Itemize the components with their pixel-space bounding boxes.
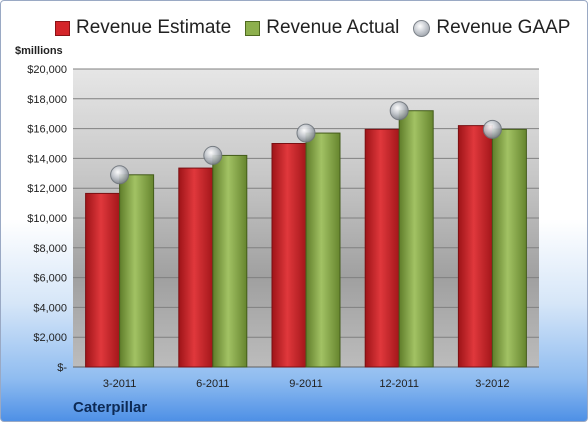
y-tick-label: $2,000 — [33, 332, 67, 344]
bar-revenue-estimate — [178, 167, 214, 368]
bar-revenue-estimate — [271, 143, 307, 368]
bar-revenue-actual — [119, 174, 155, 368]
company-name: Caterpillar — [73, 399, 148, 416]
legend: Revenue Estimate Revenue Actual Revenue … — [55, 17, 584, 39]
y-axis-label: $millions — [15, 45, 63, 57]
bar-revenue-actual — [212, 154, 248, 368]
legend-label-estimate: Revenue Estimate — [76, 17, 232, 38]
legend-label-gaap: Revenue GAAP — [436, 17, 571, 38]
legend-item-estimate: Revenue Estimate — [55, 17, 231, 39]
y-tick-label: $18,000 — [27, 94, 67, 106]
marker-revenue-gaap — [482, 119, 502, 139]
legend-swatch-estimate — [55, 20, 70, 36]
y-tick-label: $20,000 — [27, 64, 67, 76]
legend-label-actual: Revenue Actual — [266, 17, 400, 38]
y-tick-label: $- — [57, 362, 67, 374]
bar-revenue-actual — [305, 132, 341, 368]
y-tick-label: $6,000 — [33, 273, 67, 285]
marker-revenue-gaap — [296, 123, 316, 143]
y-tick-label: $14,000 — [27, 153, 67, 165]
bar-revenue-estimate — [457, 125, 493, 368]
x-tick-label: 3-2011 — [103, 378, 136, 390]
y-tick-label: $12,000 — [27, 183, 67, 195]
marker-revenue-gaap — [203, 145, 223, 165]
y-tick-label: $4,000 — [33, 302, 67, 314]
bar-revenue-estimate — [364, 128, 400, 368]
bar-revenue-estimate — [85, 192, 121, 368]
marker-revenue-gaap — [389, 101, 409, 121]
x-tick-label: 9-2011 — [289, 378, 322, 390]
y-tick-label: $8,000 — [33, 243, 67, 255]
y-tick-label: $16,000 — [27, 124, 67, 136]
x-tick-label: 6-2011 — [196, 378, 229, 390]
y-axis-ticks: $- $2,000 $4,000 $6,000 $8,000 $10,000 $12,000… — [27, 64, 67, 374]
legend-swatch-gaap — [413, 19, 431, 37]
x-tick-label: 3-2012 — [475, 378, 509, 390]
y-tick-label: $10,000 — [27, 213, 67, 225]
bar-revenue-actual — [398, 110, 434, 368]
legend-item-gaap: Revenue GAAP — [413, 17, 570, 39]
bars — [85, 110, 527, 368]
x-axis-ticks: 3-2011 6-2011 9-2011 12-2011 3-2012 — [103, 378, 510, 390]
bar-revenue-actual — [491, 128, 527, 368]
legend-item-actual: Revenue Actual — [245, 17, 399, 39]
marker-revenue-gaap — [110, 165, 130, 185]
x-tick-label: 12-2011 — [379, 378, 419, 390]
gaap-markers — [110, 101, 502, 185]
legend-swatch-actual — [245, 20, 261, 36]
